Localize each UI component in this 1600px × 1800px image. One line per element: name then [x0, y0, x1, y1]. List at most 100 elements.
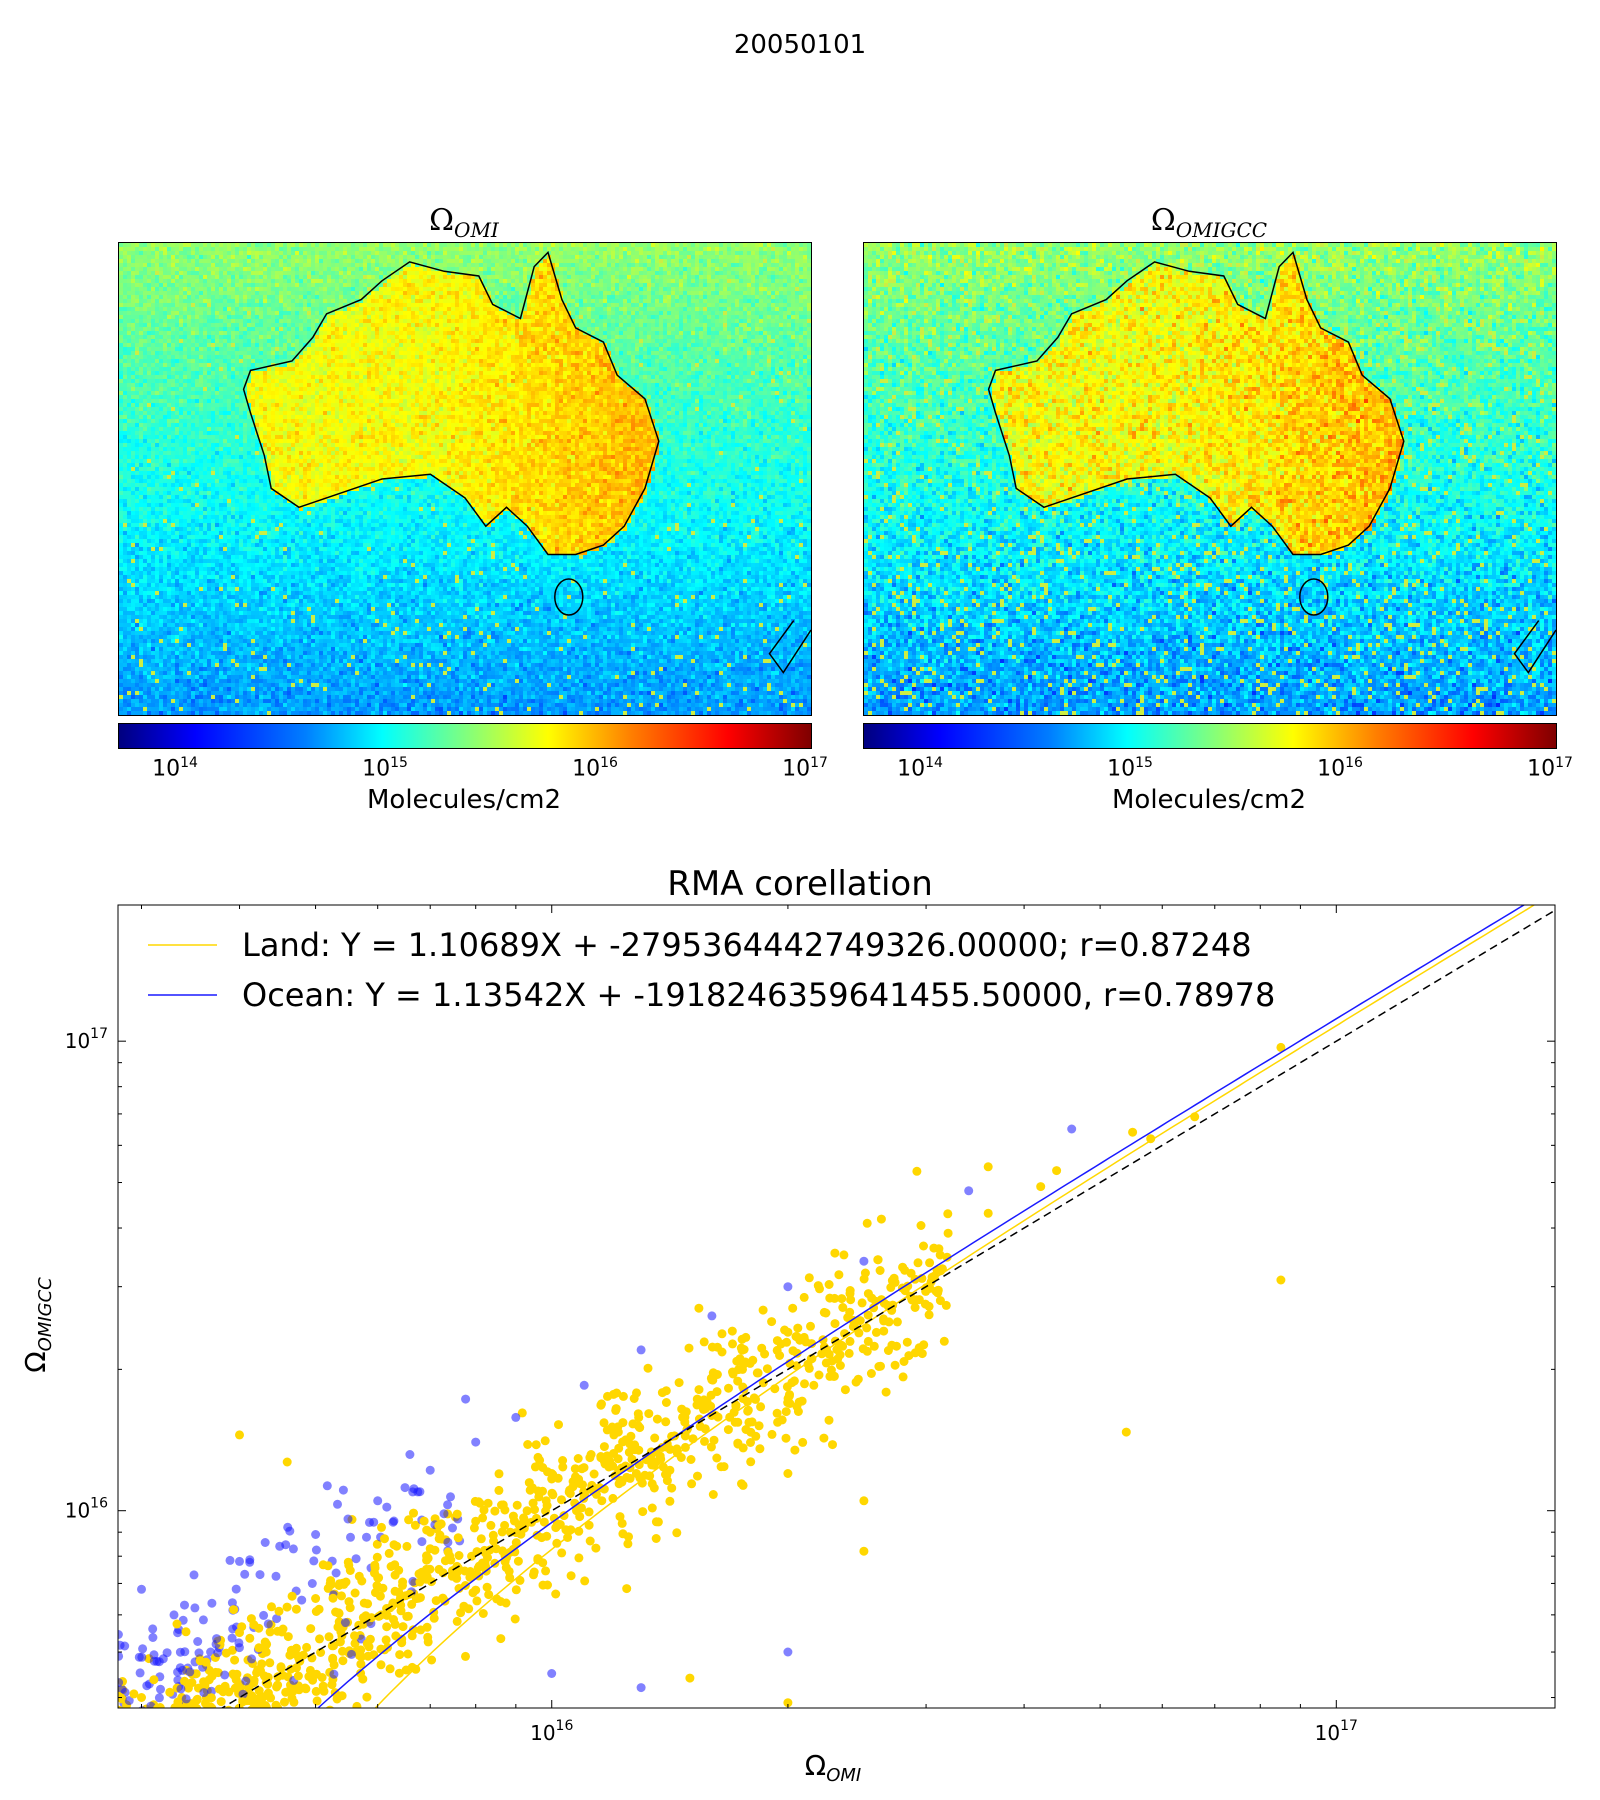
map-cell: [763, 295, 767, 299]
map-cell: [187, 287, 191, 291]
map-cell: [427, 355, 431, 359]
map-cell: [639, 319, 643, 323]
map-cell: [799, 287, 803, 291]
map-cell: [479, 327, 483, 331]
map-cell: [219, 343, 223, 347]
map-cell: [275, 243, 279, 247]
map-cell: [199, 343, 203, 347]
map-cell: [247, 347, 251, 351]
map-cell: [215, 267, 219, 271]
map-cell: [139, 247, 143, 251]
map-cell: [147, 323, 151, 327]
map-cell: [303, 323, 307, 327]
map-cell: [703, 355, 707, 359]
map-cell: [135, 319, 139, 323]
map-cell: [203, 267, 207, 271]
map-cell: [551, 287, 555, 291]
map-cell: [455, 255, 459, 259]
map-cell: [359, 319, 363, 323]
map-cell: [467, 255, 471, 259]
map-cell: [671, 243, 675, 247]
map-cell: [755, 259, 759, 263]
map-cell: [151, 283, 155, 287]
map-cell: [491, 351, 495, 355]
map-cell: [531, 295, 535, 299]
map-cell: [419, 347, 423, 351]
map-cell: [691, 271, 695, 275]
map-cell: [143, 243, 147, 247]
map-cell: [271, 267, 275, 271]
map-cell: [295, 323, 299, 327]
map-cell: [475, 295, 479, 299]
map-cell: [547, 263, 551, 267]
map-cell: [419, 351, 423, 355]
map-cell: [215, 247, 219, 251]
map-cell: [231, 319, 235, 323]
map-cell: [303, 267, 307, 271]
map-cell: [687, 291, 691, 295]
map-cell: [547, 251, 551, 255]
map-cell: [659, 263, 663, 267]
map-cell: [119, 299, 123, 303]
map-cell: [139, 331, 143, 335]
map-cell: [795, 299, 799, 303]
map-cell: [495, 291, 499, 295]
map-cell: [775, 287, 779, 291]
map-cell: [267, 327, 271, 331]
map-cell: [499, 271, 503, 275]
map-cell: [123, 263, 127, 267]
map-cell: [423, 343, 427, 347]
map-cell: [147, 343, 151, 347]
map-cell: [627, 287, 631, 291]
map-cell: [707, 311, 711, 315]
map-cell: [159, 283, 163, 287]
map-cell: [527, 259, 531, 263]
map-cell: [555, 347, 559, 351]
map-cell: [667, 243, 671, 247]
map-cell: [299, 291, 303, 295]
map-cell: [403, 311, 407, 315]
map-cell: [487, 311, 491, 315]
map-cell: [203, 347, 207, 351]
map-cell: [471, 331, 475, 335]
map-cell: [295, 339, 299, 343]
map-cell: [735, 331, 739, 335]
map-cell: [623, 319, 627, 323]
map-cell: [671, 267, 675, 271]
omi-map: [119, 243, 811, 715]
map-cell: [303, 295, 307, 299]
map-cell: [571, 283, 575, 287]
map-cell: [183, 315, 187, 319]
map-cell: [587, 331, 591, 335]
map-cell: [219, 267, 223, 271]
map-cell: [755, 295, 759, 299]
map-cell: [547, 271, 551, 275]
map-cell: [291, 331, 295, 335]
map-cell: [459, 259, 463, 263]
map-cell: [331, 275, 335, 279]
map-cell: [119, 347, 123, 351]
map-cell: [795, 355, 799, 359]
map-cell: [495, 327, 499, 331]
map-cell: [531, 303, 535, 307]
map-cell: [727, 323, 731, 327]
map-cell: [707, 263, 711, 267]
map-cell: [423, 279, 427, 283]
map-cell: [643, 323, 647, 327]
map-cell: [399, 315, 403, 319]
map-cell: [755, 331, 759, 335]
map-cell: [155, 299, 159, 303]
map-cell: [511, 339, 515, 343]
map-cell: [123, 311, 127, 315]
map-cell: [147, 331, 151, 335]
map-cell: [431, 343, 435, 347]
map-cell: [779, 295, 783, 299]
map-cell: [187, 295, 191, 299]
map-cell: [303, 343, 307, 347]
map-cell: [659, 267, 663, 271]
map-cell: [127, 263, 131, 267]
map-cell: [263, 323, 267, 327]
map-cell: [607, 295, 611, 299]
map-cell: [511, 307, 515, 311]
map-cell: [595, 355, 599, 359]
